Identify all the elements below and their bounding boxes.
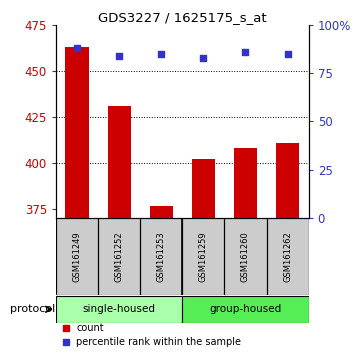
Text: GSM161260: GSM161260 [241,232,250,282]
Text: protocol: protocol [10,304,55,314]
Title: GDS3227 / 1625175_s_at: GDS3227 / 1625175_s_at [98,11,267,24]
FancyBboxPatch shape [56,296,182,323]
Bar [150,206,173,218]
Text: GSM161262: GSM161262 [283,232,292,282]
Text: percentile rank within the sample: percentile rank within the sample [76,337,241,347]
Text: GSM161253: GSM161253 [157,232,166,282]
Point [116,53,122,58]
Point [74,45,80,51]
Text: GSM161252: GSM161252 [115,232,123,282]
Point [158,51,164,57]
Point [285,51,291,57]
Point [243,49,248,55]
Bar [192,159,215,218]
Text: group-housed: group-housed [209,304,282,314]
FancyBboxPatch shape [182,296,309,323]
Bar [65,47,88,218]
FancyBboxPatch shape [56,218,309,295]
Text: GSM161249: GSM161249 [73,232,82,282]
Bar [234,148,257,218]
Text: count: count [76,324,104,333]
Point [200,55,206,61]
Text: GSM161259: GSM161259 [199,232,208,282]
Bar [108,106,131,218]
Text: single-housed: single-housed [83,304,156,314]
Bar [276,143,299,218]
